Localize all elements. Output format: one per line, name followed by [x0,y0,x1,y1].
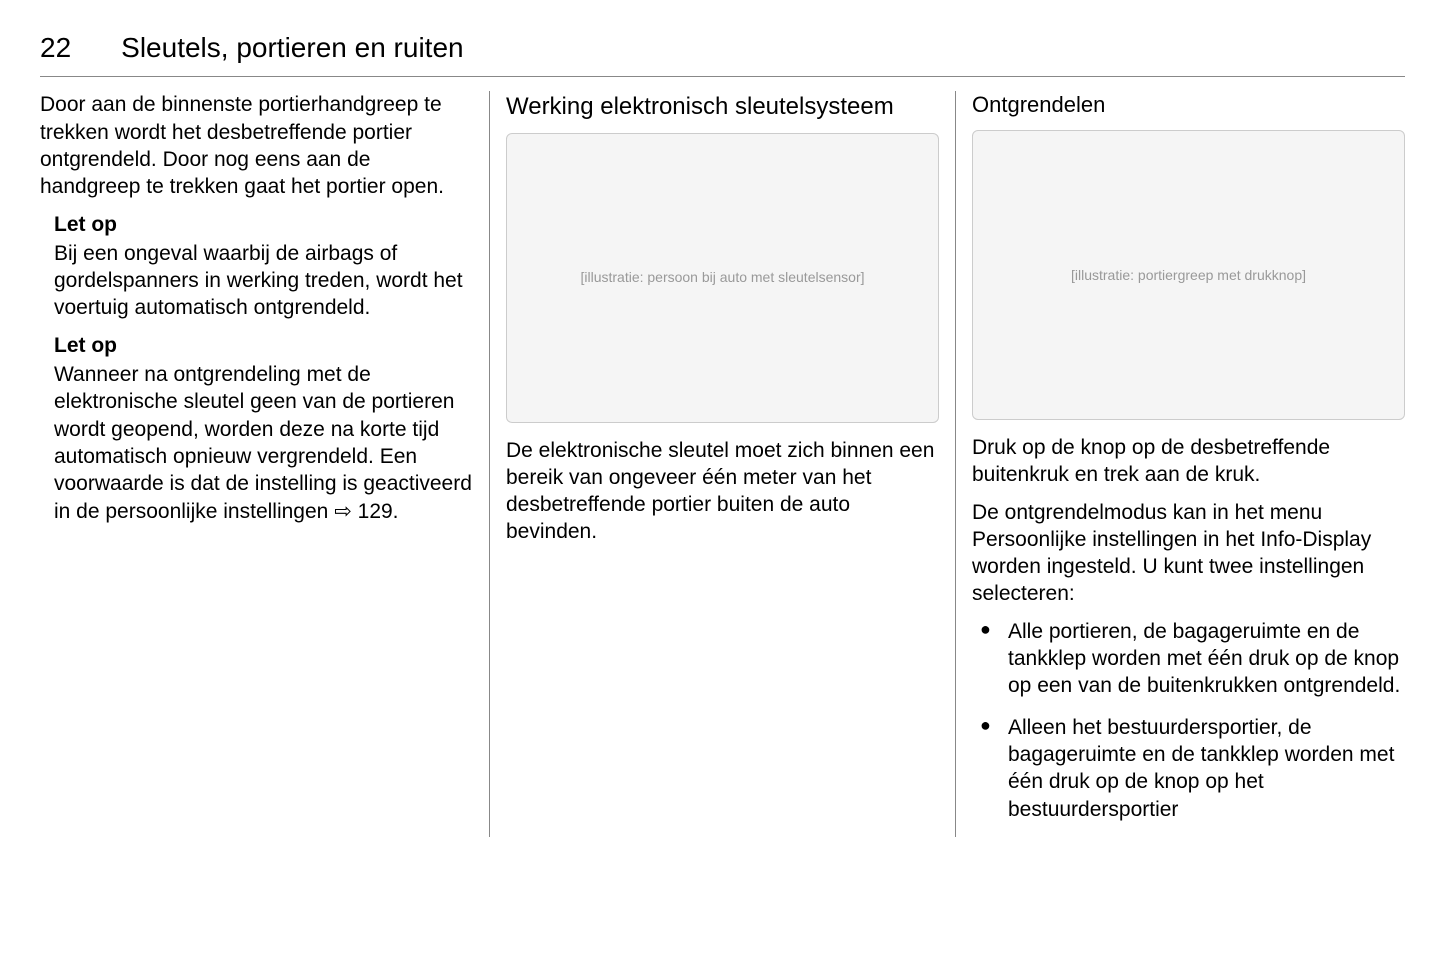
note-label: Let op [54,211,473,238]
figure-key-system: [illustratie: persoon bij auto met sleut… [506,133,939,423]
column-1: Door aan de binnenste portierhandgreep t… [40,91,489,836]
page-header: 22 Sleutels, portieren en ruiten [40,30,1405,77]
subsection-heading: Ontgrendelen [972,91,1405,120]
paragraph: Druk op de knop op de desbetreffende bui… [972,434,1405,489]
paragraph: De elektronische sleutel moet zich binne… [506,437,939,546]
list-item: Alleen het bestuurdersportier, de bagage… [972,714,1405,823]
chapter-title: Sleutels, portieren en ruiten [121,30,463,66]
column-3: Ontgrendelen [illustratie: portiergreep … [956,91,1405,836]
note-text: Bij een ongeval waarbij de airbags of go… [54,240,473,322]
figure-door-handle: [illustratie: portiergreep met drukknop] [972,130,1405,420]
reference-icon: ⇨ [334,498,352,525]
column-2: Werking elektronisch sleutelsysteem [ill… [490,91,955,836]
page-number: 22 [40,30,71,66]
section-heading: Werking elektronisch sleutelsysteem [506,91,939,122]
bullet-list: Alle portieren, de bagageruimte en de ta… [972,618,1405,823]
note-label: Let op [54,332,473,359]
paragraph: De ontgrendelmodus kan in het menu Perso… [972,499,1405,608]
note-block-1: Let op Bij een ongeval waarbij de airbag… [40,211,473,322]
list-item: Alle portieren, de bagageruimte en de ta… [972,618,1405,700]
note-text-span: Wanneer na ontgrendeling met de elektron… [54,363,472,522]
content-columns: Door aan de binnenste portierhandgreep t… [40,91,1405,836]
note-text: Wanneer na ontgrendeling met de elektron… [54,361,473,525]
intro-paragraph: Door aan de binnenste portierhandgreep t… [40,91,473,200]
reference-page: 129. [358,500,399,523]
note-block-2: Let op Wanneer na ontgrendeling met de e… [40,332,473,525]
